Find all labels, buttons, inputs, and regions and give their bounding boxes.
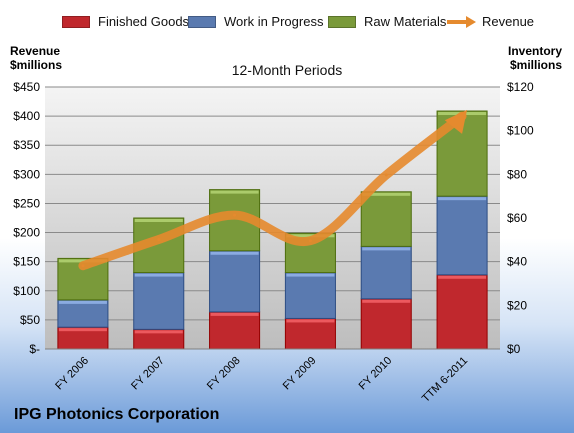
y-right-tick-label: $20 (507, 298, 527, 312)
left-axis-title-line1: Revenue (10, 44, 61, 58)
bar-highlight (58, 300, 107, 304)
y-left-tick-label: $350 (13, 138, 40, 152)
right-axis-title-line1: Inventory (507, 44, 562, 58)
bar-raw-materials (360, 191, 412, 247)
revenue-point (384, 173, 388, 177)
bar-highlight (134, 273, 183, 277)
y-left-tick-label: $450 (13, 80, 40, 94)
right-axis-title: Inventory $millions (508, 44, 562, 72)
right-axis-title-line2: $millions (509, 58, 562, 72)
y-left-tick-label: $50 (20, 313, 40, 327)
bar-highlight (286, 319, 335, 323)
revenue-point (81, 264, 85, 268)
bar-highlight (58, 259, 107, 263)
revenue-point (233, 213, 237, 217)
y-right-tick-label: $100 (507, 124, 534, 138)
bar-highlight (438, 275, 487, 279)
bar-work-in-progress (133, 272, 185, 330)
legend-label-finished-goods: Finished Goods (98, 14, 190, 29)
y-left-tick-label: $150 (13, 255, 40, 269)
bar-work-in-progress (209, 250, 261, 313)
y-left-tick-label: $100 (13, 284, 40, 298)
legend-swatch-finished-goods (62, 15, 90, 28)
bar-highlight (362, 299, 411, 303)
y-left-tick-label: $200 (13, 226, 40, 240)
legend-item-finished-goods: Finished Goods (62, 14, 189, 29)
y-right-tick-label: $120 (507, 80, 534, 94)
left-axis-title-line2: $millions (10, 58, 63, 72)
legend-label-raw-materials: Raw Materials (364, 14, 447, 29)
y-left-tick-label: $300 (13, 167, 40, 181)
bar-highlight (362, 247, 411, 251)
legend: Finished Goods Work in Progress Raw Mate… (0, 14, 574, 32)
bar-highlight (286, 234, 335, 238)
legend-arrow-icon (447, 15, 476, 28)
bar-highlight (210, 251, 259, 255)
y-right-tick-label: $40 (507, 255, 527, 269)
y-left-tick-label: $- (29, 342, 40, 356)
legend-swatch-raw-materials (328, 15, 356, 28)
bar-finished-goods (360, 298, 412, 350)
chart-subtitle: 12-Month Periods (231, 62, 343, 78)
bar-work-in-progress (436, 195, 488, 276)
bar-highlight (362, 192, 411, 196)
plot-area (45, 87, 500, 349)
bar-finished-goods (284, 317, 336, 350)
legend-item-work-in-progress: Work in Progress (188, 14, 323, 29)
bar-highlight (210, 190, 259, 194)
y-right-tick-label: $60 (507, 211, 527, 225)
revenue-arrowhead-shape (444, 109, 468, 134)
bar-highlight (438, 197, 487, 201)
revenue-point (308, 239, 312, 243)
bar-highlight (286, 273, 335, 277)
bar-highlight (134, 330, 183, 334)
bar-highlight (58, 328, 107, 332)
legend-item-revenue: Revenue (446, 14, 534, 29)
bar-work-in-progress (360, 245, 412, 300)
revenue-point (157, 238, 161, 242)
y-right-tick-label: $80 (507, 167, 527, 181)
legend-item-raw-materials: Raw Materials (328, 14, 446, 29)
legend-label-revenue: Revenue (482, 14, 535, 29)
revenue-arrowhead (444, 109, 468, 134)
bar-work-in-progress (284, 272, 336, 319)
bar-finished-goods (436, 274, 488, 350)
legend-label-work-in-progress: Work in Progress (224, 14, 324, 29)
bar-finished-goods (209, 311, 261, 350)
y-left-tick-label: $400 (13, 109, 40, 123)
y-right-tick-label: $0 (507, 342, 521, 356)
y-left-tick-label: $250 (13, 196, 40, 210)
bar-work-in-progress (57, 299, 109, 328)
legend-swatch-work-in-progress (188, 15, 216, 28)
bar-highlight (210, 312, 259, 316)
company-name: IPG Photonics Corporation (14, 406, 220, 423)
bar-highlight (134, 219, 183, 222)
left-axis-title: Revenue $millions (10, 44, 62, 72)
